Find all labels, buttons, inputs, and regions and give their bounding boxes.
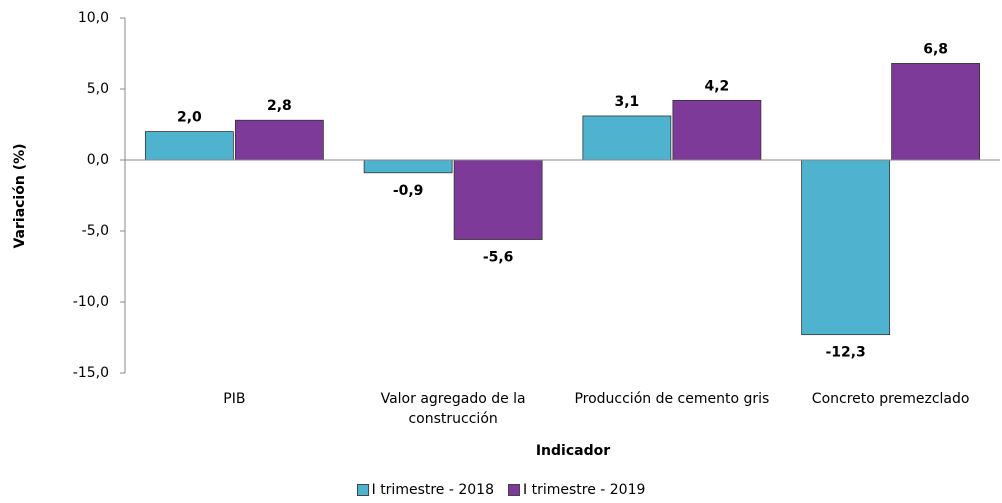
- legend: I trimestre - 2018 I trimestre - 2019: [0, 482, 1002, 498]
- y-tick-label: 0,0: [87, 152, 109, 168]
- x-axis-title: Indicador: [536, 443, 610, 459]
- value-label: -12,3: [825, 345, 865, 361]
- legend-item: I trimestre - 2018: [356, 482, 494, 498]
- value-label: 2,0: [177, 110, 202, 126]
- x-tick-label: Producción de cemento gris: [574, 391, 770, 407]
- value-label: 6,8: [923, 41, 948, 57]
- bar: [234, 119, 324, 161]
- y-axis-title: Variación (%): [12, 143, 28, 248]
- legend-swatch: [356, 484, 369, 496]
- bar: [672, 99, 762, 161]
- value-label: 3,1: [614, 94, 639, 110]
- bar: [453, 159, 543, 240]
- legend-swatch: [508, 484, 520, 496]
- legend-label: I trimestre - 2018: [371, 482, 494, 498]
- y-tick-label: 10,0: [78, 10, 109, 26]
- x-tick-label: Valor agregado de la construcción: [380, 391, 526, 427]
- x-tick-label: Concreto premezclado: [811, 391, 970, 407]
- bar: [582, 115, 672, 161]
- bar: [891, 63, 981, 161]
- legend-item: I trimestre - 2019: [508, 482, 645, 498]
- value-label: -5,6: [483, 250, 514, 266]
- y-tick-label: 5,0: [87, 81, 109, 97]
- bar: [363, 159, 453, 174]
- y-tick-label: -5,0: [82, 223, 109, 239]
- y-tick-label: -10,0: [73, 294, 109, 310]
- bar: [801, 159, 891, 336]
- bar: [144, 131, 234, 161]
- value-label: -0,9: [393, 183, 424, 199]
- value-label: 2,8: [267, 98, 292, 114]
- x-tick-label: PIB: [223, 391, 246, 407]
- legend-label: I trimestre - 2019: [523, 482, 646, 498]
- y-tick-label: -15,0: [73, 365, 109, 381]
- value-label: 4,2: [704, 78, 729, 94]
